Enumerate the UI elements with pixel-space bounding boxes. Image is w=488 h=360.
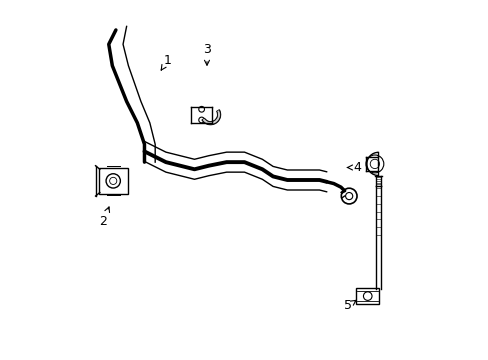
Wedge shape: [202, 110, 220, 125]
FancyBboxPatch shape: [99, 168, 127, 194]
Text: 5: 5: [344, 299, 355, 312]
Text: 2: 2: [99, 207, 109, 228]
Text: 4: 4: [346, 161, 360, 174]
Text: 1: 1: [161, 54, 171, 70]
FancyBboxPatch shape: [356, 288, 378, 304]
Text: 3: 3: [203, 43, 210, 65]
